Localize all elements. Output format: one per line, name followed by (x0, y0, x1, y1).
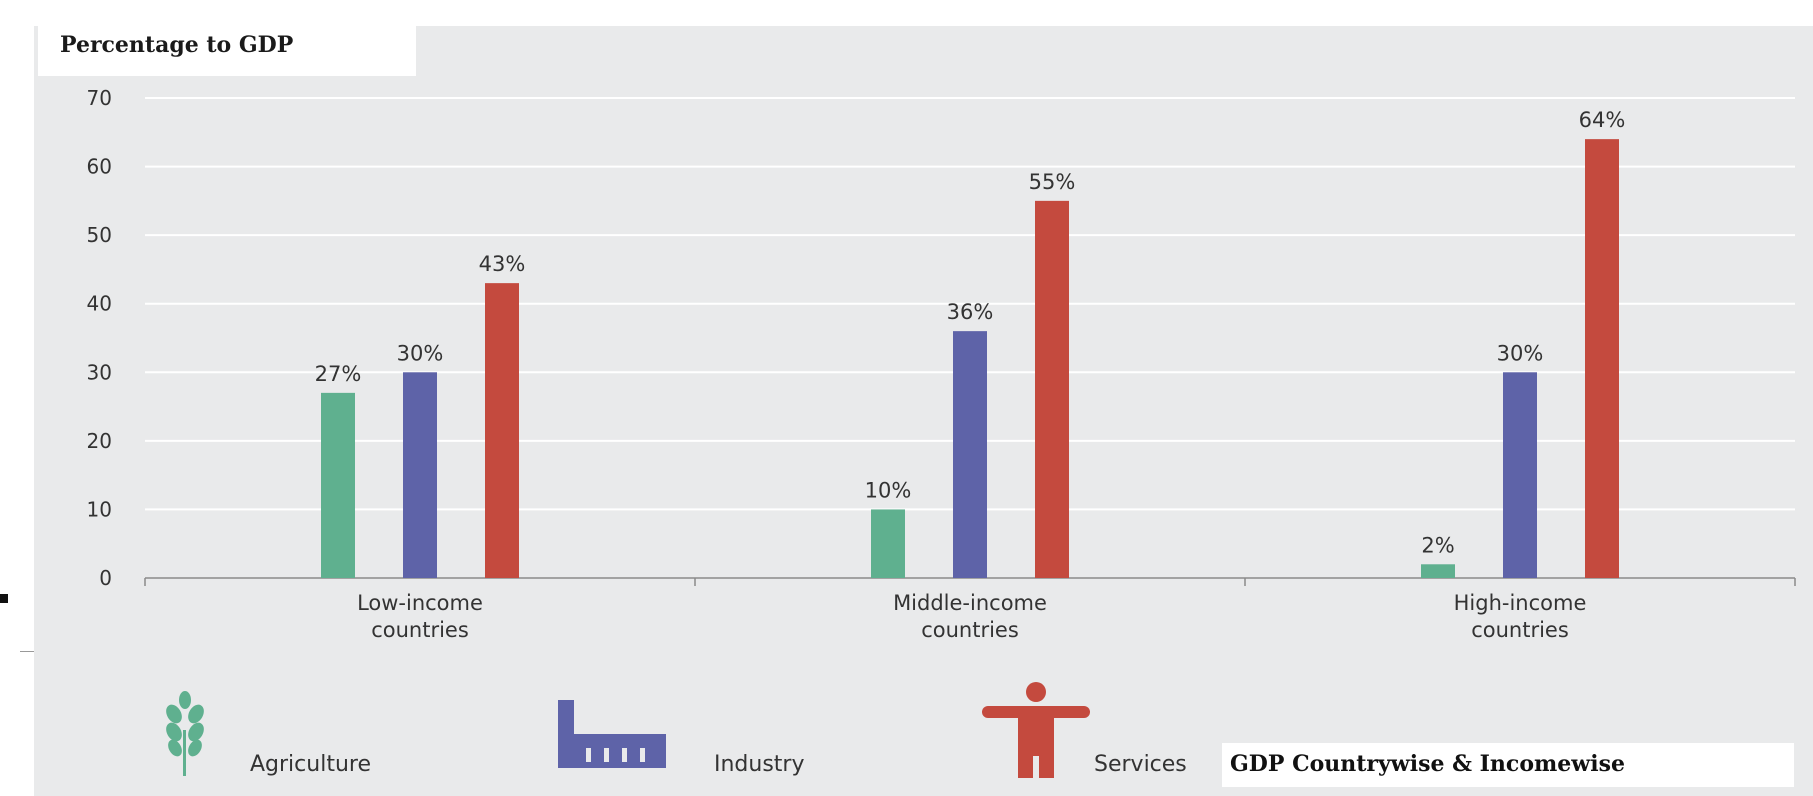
bar (871, 509, 905, 578)
bars (321, 139, 1619, 578)
y-tick-label: 30 (87, 360, 112, 384)
caption-box (1222, 743, 1794, 787)
legend-label-industry: Industry (714, 752, 805, 777)
bar (953, 331, 987, 578)
legend-label-services: Services (1094, 752, 1187, 777)
bar (403, 372, 437, 578)
x-axis-ticks: Low-income countries Middle-income countrie… (357, 591, 1586, 642)
x-tick-label: countries (371, 618, 469, 642)
data-label: 2% (1421, 533, 1454, 557)
data-label: 36% (947, 300, 994, 324)
y-tick-label: 20 (87, 429, 112, 453)
data-label: 64% (1579, 108, 1626, 132)
bar (1421, 564, 1455, 578)
bar (321, 392, 355, 578)
factory-icon (558, 700, 666, 772)
x-tick-label: countries (921, 618, 1019, 642)
x-tick-label: countries (1471, 618, 1569, 642)
y-tick-label: 60 (87, 155, 112, 179)
data-labels: 27% 30% 43% 10% 36% 55% 2% 30% 64% (315, 108, 1626, 557)
edge-dash-mark (0, 594, 8, 603)
x-tick-label: Middle-income (893, 591, 1047, 615)
chart-title: Percentage to GDP (60, 32, 294, 58)
wheat-icon (160, 690, 210, 780)
data-label: 43% (479, 252, 526, 276)
data-label: 30% (397, 341, 444, 365)
bar (1503, 372, 1537, 578)
figure-caption: GDP Countrywise & Incomewise (1230, 751, 1625, 777)
data-label: 30% (1497, 341, 1544, 365)
title-box (38, 26, 416, 76)
y-tick-label: 70 (87, 86, 112, 110)
x-tick-label: High-income (1454, 591, 1587, 615)
y-tick-label: 0 (99, 566, 112, 590)
x-tick-label: Low-income (357, 591, 483, 615)
data-label: 55% (1029, 170, 1076, 194)
person-icon (982, 682, 1090, 782)
data-label: 10% (865, 478, 912, 502)
legend-label-agriculture: Agriculture (250, 752, 371, 777)
bar (1035, 200, 1069, 578)
y-tick-label: 10 (87, 497, 112, 521)
y-tick-label: 50 (87, 223, 112, 247)
y-axis-ticks: 0 10 20 30 40 50 60 70 (87, 86, 112, 590)
left-margin (0, 0, 34, 796)
bar (1585, 139, 1619, 578)
y-tick-label: 40 (87, 292, 112, 316)
edge-line-mark (20, 651, 34, 652)
bar (485, 283, 519, 578)
data-label: 27% (315, 362, 362, 386)
